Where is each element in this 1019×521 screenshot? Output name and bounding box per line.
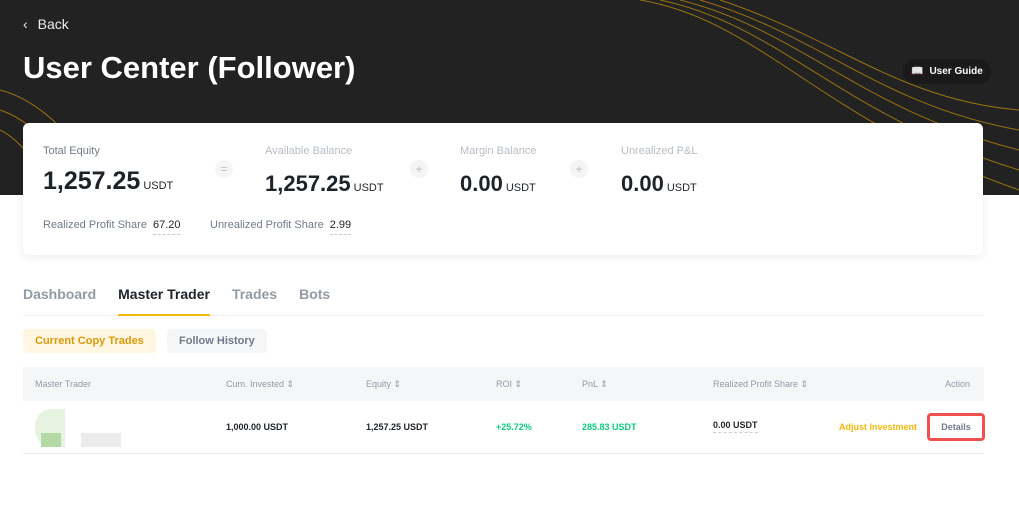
- pnl: 285.83 USDT: [582, 422, 637, 432]
- plus-icon: +: [570, 160, 588, 178]
- col-equity[interactable]: Equity ⇕: [366, 379, 402, 389]
- current-copy-trades-tab[interactable]: Current Copy Trades: [23, 329, 156, 353]
- plus-icon: +: [410, 160, 428, 178]
- col-cum-invested[interactable]: Cum. Invested ⇕: [226, 379, 295, 389]
- roi: +25.72%: [496, 422, 532, 432]
- sort-icon: ⇕: [800, 379, 809, 389]
- realized-profit-share[interactable]: 0.00 USDT: [713, 420, 758, 433]
- follow-history-tab[interactable]: Follow History: [167, 329, 267, 353]
- table-row: 1,000.00 USDT 1,257.25 USDT +25.72% 285.…: [23, 401, 985, 454]
- user-guide-button[interactable]: 📖 User Guide: [903, 59, 991, 84]
- book-icon: 📖: [911, 66, 924, 77]
- main-tabs: Dashboard Master Trader Trades Bots: [23, 286, 984, 316]
- trader-avatar-blurred: [35, 409, 145, 447]
- unrealized-profit-share: Unrealized Profit Share 2.99: [210, 219, 352, 235]
- margin-balance: Margin Balance 0.00 USDT: [460, 145, 537, 196]
- sort-icon: ⇕: [393, 379, 402, 389]
- sort-icon: ⇕: [286, 379, 295, 389]
- chevron-left-icon: ‹: [23, 16, 28, 32]
- back-button[interactable]: ‹ Back: [23, 16, 69, 32]
- available-balance: Available Balance 1,257.25 USDT: [265, 145, 384, 196]
- table-header: Master Trader Cum. Invested ⇕ Equity ⇕ R…: [23, 367, 984, 401]
- details-button[interactable]: Details: [927, 413, 985, 441]
- adjust-investment-link[interactable]: Adjust Investment: [839, 422, 918, 432]
- col-action: Action: [944, 379, 970, 389]
- equals-icon: =: [215, 160, 233, 178]
- tab-dashboard[interactable]: Dashboard: [23, 286, 97, 302]
- page-title: User Center (Follower): [23, 50, 356, 85]
- unrealized-pnl: Unrealized P&L 0.00 USDT: [621, 145, 698, 196]
- tab-bots[interactable]: Bots: [299, 286, 331, 302]
- cum-invested: 1,000.00 USDT: [226, 422, 289, 432]
- sort-icon: ⇕: [514, 379, 523, 389]
- col-roi[interactable]: ROI ⇕: [496, 379, 523, 389]
- col-pnl[interactable]: PnL ⇕: [582, 379, 608, 389]
- col-master-trader: Master Trader: [35, 379, 92, 389]
- sort-icon: ⇕: [600, 379, 608, 389]
- summary-card: Total Equity 1,257.25 USDT = Available Bal…: [23, 123, 983, 255]
- tab-master-trader[interactable]: Master Trader: [118, 286, 210, 316]
- col-realized-profit-share[interactable]: Realized Profit Share ⇕: [713, 379, 809, 389]
- tab-trades[interactable]: Trades: [231, 286, 278, 302]
- realized-profit-share: Realized Profit Share 67.20: [43, 219, 181, 235]
- total-equity: Total Equity 1,257.25 USDT: [43, 145, 174, 195]
- equity: 1,257.25 USDT: [366, 422, 429, 432]
